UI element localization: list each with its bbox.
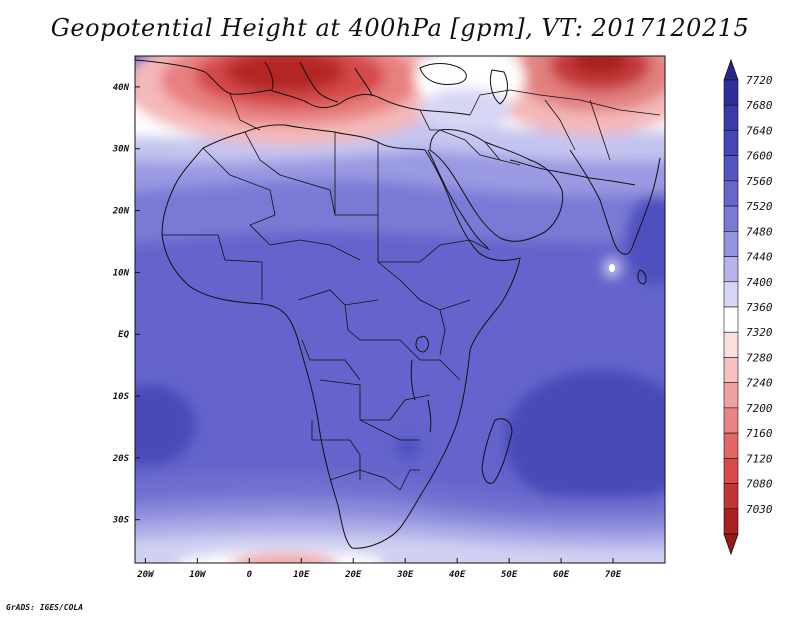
lat-tick-label: 20S [112, 454, 130, 464]
colorbar-label: 7520 [746, 200, 773, 213]
colorbar-bottom-arrow [723, 533, 739, 556]
colorbar-label: 7360 [746, 301, 773, 314]
lon-tick-label: 20E [344, 570, 362, 580]
colorbar-swatch [723, 281, 739, 308]
colorbar-label: 7720 [746, 74, 773, 87]
colorbar-label: 7030 [746, 503, 773, 516]
lon-tick-label: 70E [605, 570, 622, 580]
colorbar-swatch [723, 357, 739, 383]
lon-tick-label: 30E [396, 570, 414, 580]
colorbar-swatch [723, 331, 739, 358]
latitude-ticks: 40N 30N 20N 10N EQ 10S 20S 30S [112, 83, 140, 526]
lat-tick-label: 10S [113, 392, 130, 402]
colorbar-swatch [723, 458, 739, 484]
colorbar-swatch [723, 130, 739, 156]
lon-tick-label: 40E [449, 570, 466, 580]
colorbar-label: 7320 [746, 326, 773, 339]
colorbar-label: 7440 [746, 251, 773, 264]
lon-tick-label: 50E [501, 570, 518, 580]
longitude-ticks: 20W 10W 0 10E 20E 30E 40E 50E 60E 70E [136, 558, 622, 580]
lat-tick-label: 20N [112, 207, 130, 217]
colorbar-swatch [723, 382, 739, 409]
colorbar-label: 7560 [746, 175, 773, 188]
colorbar-swatch [723, 155, 739, 182]
colorbar-label: 7080 [746, 478, 773, 491]
grads-credit: GrADS: IGES/COLA [6, 603, 84, 612]
colorbar-swatch [723, 231, 739, 257]
colorbar-label: 7240 [746, 377, 773, 390]
lat-tick-label: 40N [113, 83, 130, 93]
colorbar-label: 7640 [746, 124, 773, 137]
colorbar-swatch [723, 180, 739, 207]
plot-frame [134, 55, 666, 564]
colorbar-swatch [723, 508, 739, 535]
colorbar-swatch [723, 407, 739, 434]
colorbar-label: 7600 [746, 150, 773, 163]
height-field [135, 56, 665, 563]
lon-tick-label: 60E [553, 570, 570, 580]
lon-tick-label: 10E [293, 570, 310, 580]
lat-tick-label: 10N [113, 268, 130, 278]
colorbar-swatch [723, 432, 739, 459]
colorbar-label: 7480 [746, 225, 773, 238]
colorbar-swatch [723, 306, 739, 333]
country-borders [162, 89, 661, 491]
colorbar-label: 7280 [746, 351, 773, 364]
colorbar-label: 7120 [746, 452, 773, 465]
colorbar-label: 7680 [746, 99, 773, 112]
colorbar-label: 7400 [746, 276, 773, 289]
lat-tick-label: 30S [112, 516, 130, 526]
lon-tick-label: 20W [136, 570, 155, 580]
colorbar-label: 7200 [746, 402, 773, 415]
colorbar: 7720 7680 7640 7600 7560 7520 7480 7440 7400 7360… [723, 58, 773, 556]
colorbar-swatch [723, 256, 739, 283]
colorbar-swatch [723, 79, 739, 106]
colorbar-swatch [723, 205, 739, 232]
colorbar-label: 7160 [746, 427, 773, 440]
colorbar-swatch [723, 483, 739, 510]
map-title: Geopotential Height at 400hPa [gpm], VT:… [50, 14, 750, 42]
lon-tick-label: 10W [189, 570, 207, 580]
colorbar-swatch [723, 104, 739, 131]
lon-tick-label: 0 [247, 570, 253, 580]
coastlines [135, 59, 661, 549]
lat-tick-label: EQ [118, 330, 129, 340]
lat-tick-label: 30N [112, 145, 130, 155]
colorbar-top-arrow [723, 58, 739, 81]
